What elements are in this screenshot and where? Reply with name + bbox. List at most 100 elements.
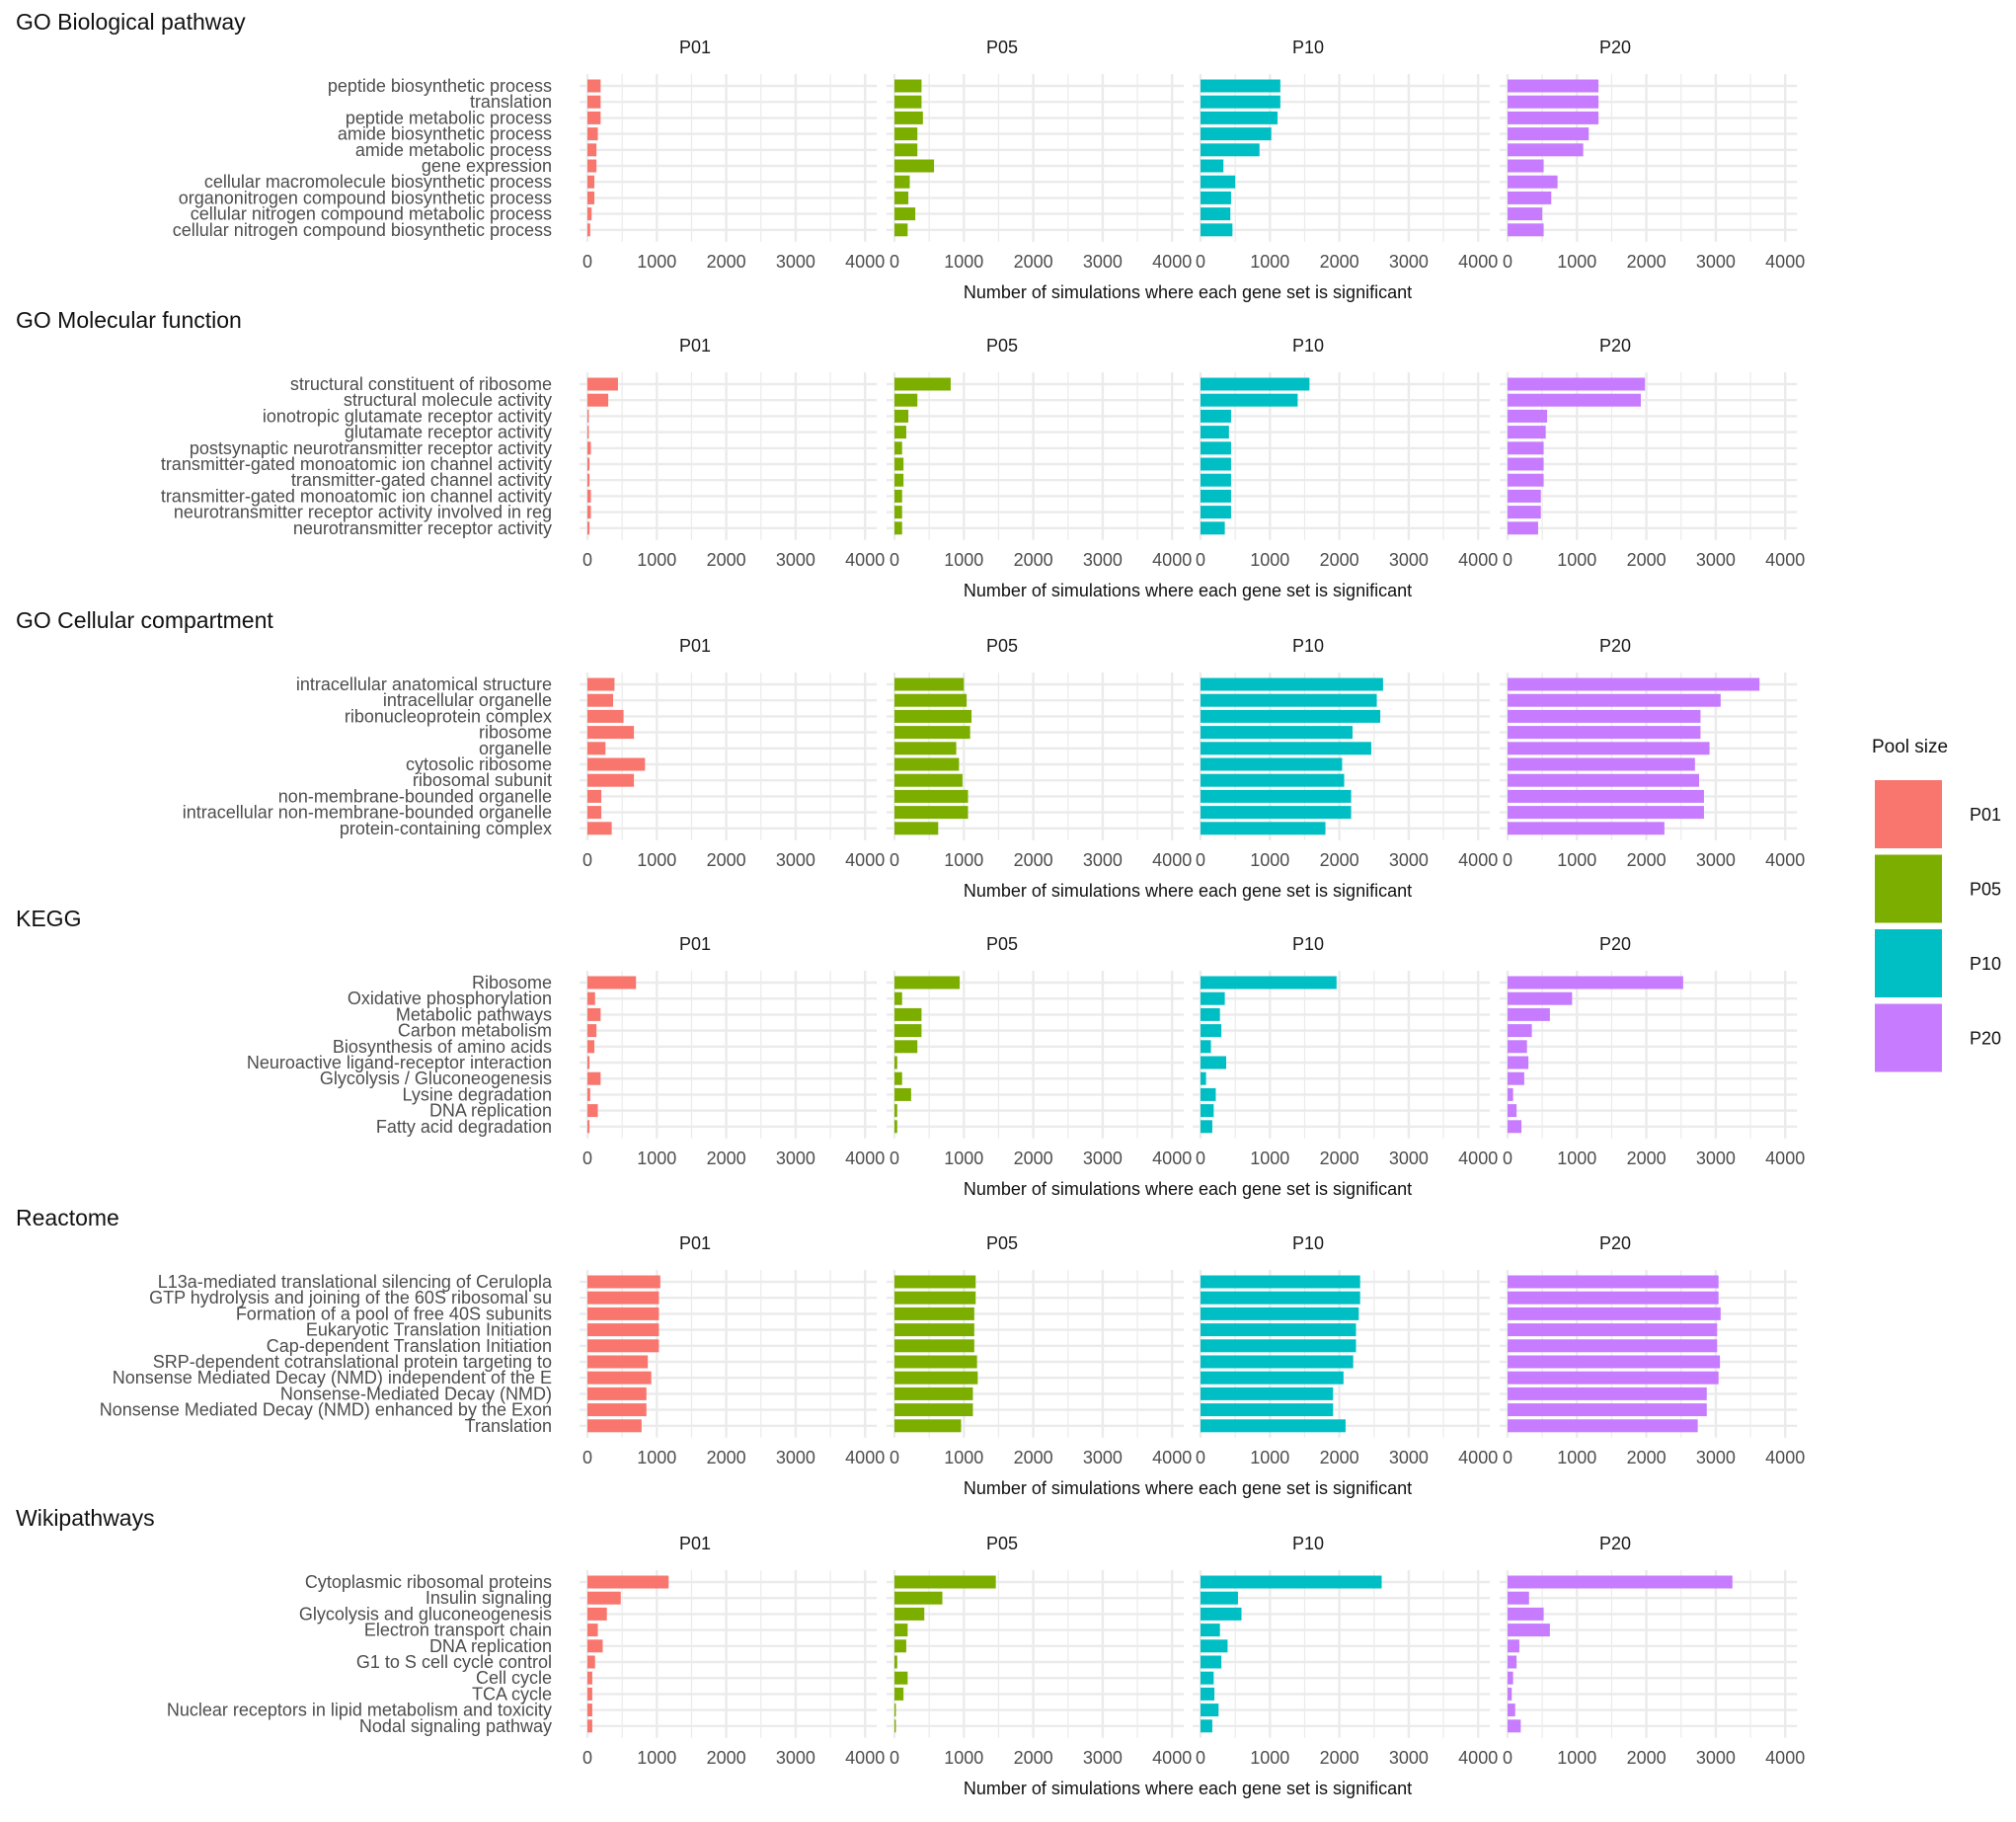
bar-P05 (894, 111, 923, 124)
x-tick-label: 0 (890, 252, 899, 272)
x-tick-label: 0 (582, 1448, 592, 1467)
x-tick-label: 2000 (1320, 550, 1359, 570)
bar-P20 (1508, 991, 1573, 1005)
bar-P10 (1201, 991, 1225, 1005)
y-category-label: cellular nitrogen compound metabolic pro… (191, 204, 552, 224)
x-tick-label: 4000 (1765, 1748, 1805, 1768)
y-category-label: organonitrogen compound biosynthetic pro… (179, 188, 552, 207)
bar-P10 (1201, 377, 1310, 391)
bar-P01 (587, 409, 589, 423)
x-tick-label: 0 (582, 550, 592, 570)
bar-P05 (894, 693, 968, 707)
y-category-label: cytosolic ribosome (406, 754, 552, 774)
facet-strip-label: P05 (986, 336, 1018, 356)
y-category-label: Oxidative phosphorylation (348, 989, 552, 1008)
bar-P01 (587, 1307, 659, 1320)
facet-P05: P05 0 1000 2000 3000 4000 (887, 934, 1192, 1168)
bar-P05 (894, 79, 922, 93)
x-tick-label: 3000 (776, 1149, 815, 1168)
y-category-label: Neuroactive ligand-receptor interaction (247, 1053, 552, 1072)
x-tick-label: 2000 (1627, 550, 1667, 570)
panel-1: GO Molecular function P01 0 1000 2000 3000 400… (16, 307, 1805, 600)
x-tick-label: 3000 (1696, 550, 1736, 570)
legend-key-P05 (1875, 854, 1942, 923)
x-tick-label: 0 (1196, 850, 1205, 870)
x-tick-label: 2000 (1627, 252, 1667, 272)
x-tick-label: 4000 (1152, 550, 1192, 570)
bar-P05 (894, 806, 969, 820)
bar-P20 (1508, 773, 1700, 787)
y-category-label: Lysine degradation (403, 1084, 552, 1104)
x-tick-label: 1000 (944, 850, 983, 870)
legend-key-P10 (1875, 929, 1942, 997)
y-category-label: transmitter-gated monoatomic ion channel… (161, 454, 552, 474)
facet-strip-label: P01 (679, 636, 711, 656)
bar-P01 (587, 677, 615, 691)
bar-P10 (1201, 757, 1343, 771)
bar-P10 (1201, 1591, 1238, 1605)
bar-P10 (1201, 742, 1371, 755)
y-category-label: translation (470, 92, 552, 112)
x-tick-label: 0 (582, 252, 592, 272)
y-category-label: intracellular organelle (383, 690, 552, 710)
y-category-label: Biosynthesis of amino acids (333, 1037, 552, 1057)
bar-P01 (587, 1607, 607, 1621)
y-category-label: Cap-dependent Translation Initiation (267, 1336, 552, 1356)
bar-P10 (1201, 1371, 1344, 1385)
bar-P10 (1201, 441, 1231, 455)
facet-strip-label: P05 (986, 1233, 1018, 1253)
bar-P10 (1201, 143, 1260, 157)
x-tick-label: 3000 (776, 550, 815, 570)
x-tick-label: 0 (1196, 1149, 1205, 1168)
legend-label: P10 (1970, 954, 2001, 974)
bar-P05 (894, 1056, 897, 1069)
bar-P10 (1201, 159, 1224, 173)
bar-P05 (894, 1575, 996, 1589)
x-tick-label: 4000 (845, 550, 885, 570)
y-category-label: gene expression (422, 156, 552, 176)
bar-P10 (1201, 1087, 1216, 1101)
y-category-label: ribosome (479, 723, 552, 743)
bar-P20 (1508, 789, 1704, 803)
facet-P20: P20 0 1000 2000 3000 4000 (1500, 934, 1805, 1168)
bar-P20 (1508, 693, 1721, 707)
x-tick-label: 2000 (1320, 1748, 1359, 1768)
x-tick-label: 3000 (1696, 1748, 1736, 1768)
facet-P01: P01 0 1000 2000 3000 4000 (580, 934, 885, 1168)
bar-P10 (1201, 976, 1337, 990)
bar-P10 (1201, 1355, 1354, 1369)
bar-P20 (1508, 473, 1544, 487)
y-category-label: GTP hydrolysis and joining of the 60S ri… (149, 1288, 552, 1307)
y-category-label: Carbon metabolism (398, 1021, 552, 1041)
y-category-label: amide metabolic process (355, 140, 552, 160)
x-tick-label: 0 (582, 850, 592, 870)
panel-0: GO Biological pathway P01 0 1000 2000 3000 400… (16, 9, 1805, 302)
x-tick-label: 0 (890, 1448, 899, 1467)
bar-P10 (1201, 1056, 1227, 1069)
bar-P01 (587, 1419, 642, 1433)
bar-P01 (587, 976, 637, 990)
x-tick-label: 0 (890, 1748, 899, 1768)
bar-P01 (587, 1719, 592, 1733)
facet-strip-label: P20 (1599, 336, 1631, 356)
x-tick-label: 4000 (1765, 850, 1805, 870)
x-tick-label: 1000 (1250, 1149, 1289, 1168)
bar-P05 (894, 159, 935, 173)
y-category-label: Nuclear receptors in lipid metabolism an… (167, 1701, 552, 1720)
x-tick-label: 2000 (1014, 550, 1053, 570)
x-tick-label: 4000 (1458, 1149, 1498, 1168)
facet-P05: P05 0 1000 2000 3000 4000 (887, 38, 1192, 272)
bar-P10 (1201, 409, 1231, 423)
x-tick-label: 3000 (776, 850, 815, 870)
x-tick-label: 3000 (1083, 252, 1123, 272)
bar-P20 (1508, 1291, 1719, 1305)
y-category-label: DNA replication (429, 1636, 552, 1656)
y-category-label: neurotransmitter receptor activity (293, 518, 552, 538)
x-tick-label: 4000 (1765, 550, 1805, 570)
x-tick-label: 1000 (1250, 1748, 1289, 1768)
x-tick-label: 1000 (1557, 1149, 1596, 1168)
bar-P20 (1508, 409, 1548, 423)
x-tick-label: 0 (1503, 252, 1512, 272)
facet-strip-label: P05 (986, 1534, 1018, 1553)
x-axis-title: Number of simulations where each gene se… (964, 881, 1412, 901)
